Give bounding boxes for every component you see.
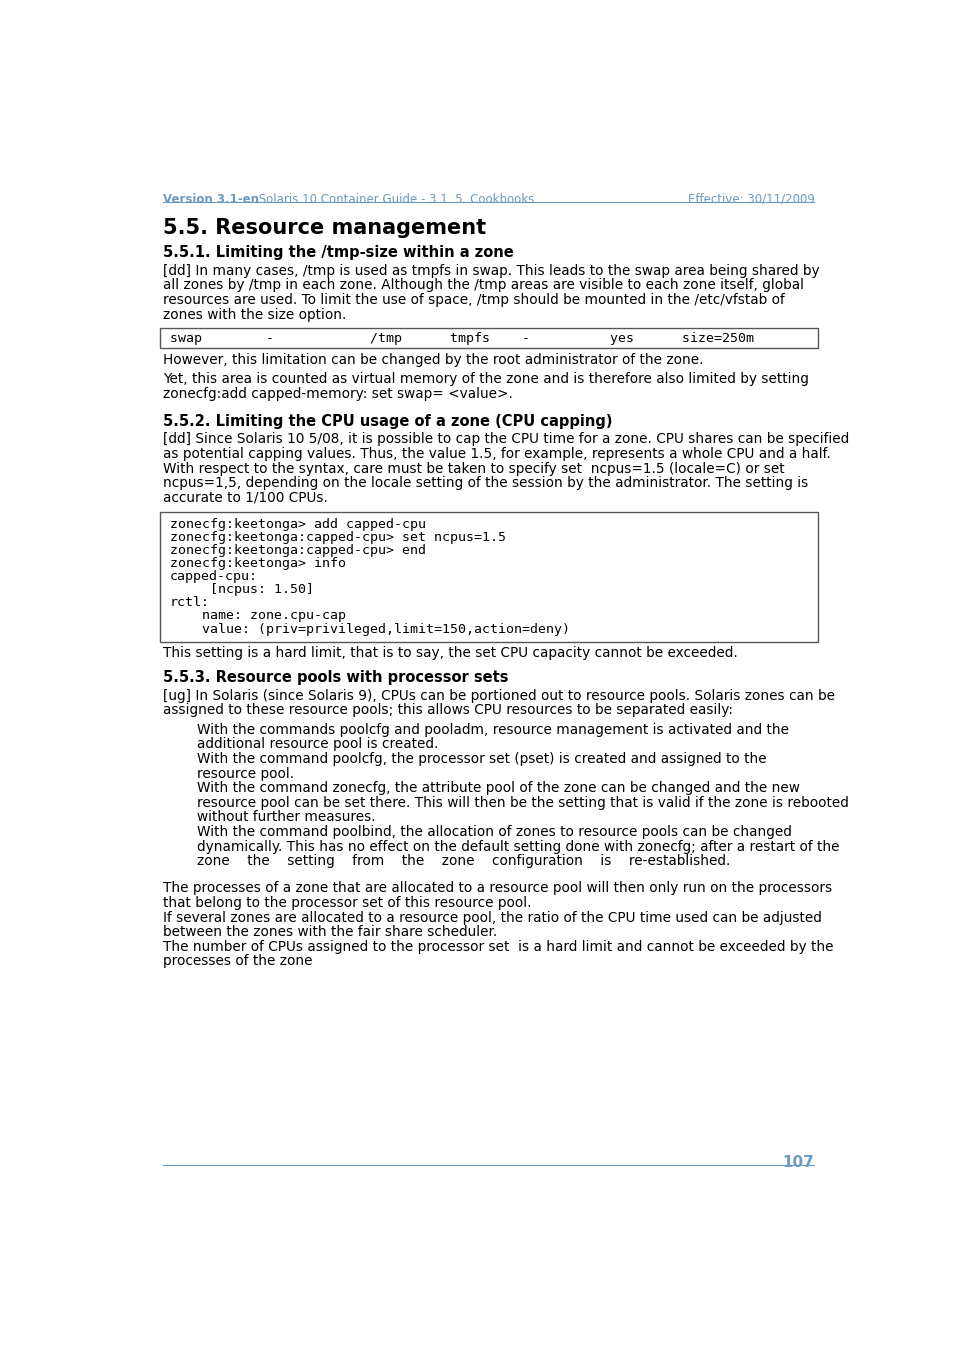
Text: [ug] In Solaris (since Solaris 9), CPUs can be portioned out to resource pools. : [ug] In Solaris (since Solaris 9), CPUs … bbox=[163, 689, 835, 703]
Text: as potential capping values. Thus, the value 1.5, for example, represents a whol: as potential capping values. Thus, the v… bbox=[163, 447, 830, 461]
Text: Yet, this area is counted as virtual memory of the zone and is therefore also li: Yet, this area is counted as virtual mem… bbox=[163, 373, 808, 386]
Bar bbox=[159, 512, 818, 642]
Text: With the commands poolcfg and pooladm, resource management is activated and the: With the commands poolcfg and pooladm, r… bbox=[196, 723, 788, 736]
Text: With respect to the syntax, care must be taken to specify set  ncpus=1.5 (locale: With respect to the syntax, care must be… bbox=[163, 462, 784, 476]
Text: resource pool can be set there. This will then be the setting that is valid if t: resource pool can be set there. This wil… bbox=[196, 796, 848, 809]
Text: capped-cpu:: capped-cpu: bbox=[170, 570, 257, 584]
Bar bbox=[159, 328, 818, 349]
Text: zonecfg:keetonga> add capped-cpu: zonecfg:keetonga> add capped-cpu bbox=[170, 517, 425, 531]
Text: However, this limitation can be changed by the root administrator of the zone.: However, this limitation can be changed … bbox=[163, 353, 703, 367]
Text: With the command poolbind, the allocation of zones to resource pools can be chan: With the command poolbind, the allocatio… bbox=[196, 825, 791, 839]
Text: ncpus=1,5, depending on the locale setting of the session by the administrator. : ncpus=1,5, depending on the locale setti… bbox=[163, 477, 808, 490]
Text: resources are used. To limit the use of space, /tmp should be mounted in the /et: resources are used. To limit the use of … bbox=[163, 293, 784, 307]
Text: Version 3.1-en: Version 3.1-en bbox=[163, 193, 259, 205]
Text: rctl:: rctl: bbox=[170, 596, 210, 609]
Text: 5.5.2. Limiting the CPU usage of a zone (CPU capping): 5.5.2. Limiting the CPU usage of a zone … bbox=[163, 413, 612, 428]
Text: With the command zonecfg, the attribute pool of the zone can be changed and the : With the command zonecfg, the attribute … bbox=[196, 781, 799, 796]
Text: assigned to these resource pools; this allows CPU resources to be separated easi: assigned to these resource pools; this a… bbox=[163, 704, 733, 717]
Text: Effective: 30/11/2009: Effective: 30/11/2009 bbox=[687, 193, 814, 205]
Text: swap        -            /tmp      tmpfs    -          yes      size=250m: swap - /tmp tmpfs - yes size=250m bbox=[170, 331, 753, 345]
Text: 5.5. Resource management: 5.5. Resource management bbox=[163, 218, 486, 238]
Text: between the zones with the fair share scheduler.: between the zones with the fair share sc… bbox=[163, 925, 497, 939]
Text: If several zones are allocated to a resource pool, the ratio of the CPU time use: If several zones are allocated to a reso… bbox=[163, 911, 821, 924]
Text: resource pool.: resource pool. bbox=[196, 766, 294, 781]
Text: 5.5.1. Limiting the /tmp-size within a zone: 5.5.1. Limiting the /tmp-size within a z… bbox=[163, 246, 514, 261]
Text: additional resource pool is created.: additional resource pool is created. bbox=[196, 738, 437, 751]
Text: zonecfg:keetonga:capped-cpu> end: zonecfg:keetonga:capped-cpu> end bbox=[170, 544, 425, 557]
Text: With the command poolcfg, the processor set (pset) is created and assigned to th: With the command poolcfg, the processor … bbox=[196, 753, 765, 766]
Text: zonecfg:add capped-memory: set swap= <value>.: zonecfg:add capped-memory: set swap= <va… bbox=[163, 386, 513, 401]
Text: dynamically. This has no effect on the default setting done with zonecfg; after : dynamically. This has no effect on the d… bbox=[196, 840, 839, 854]
Text: name: zone.cpu-cap: name: zone.cpu-cap bbox=[170, 609, 345, 623]
Text: 5.5.3. Resource pools with processor sets: 5.5.3. Resource pools with processor set… bbox=[163, 670, 508, 685]
Text: zonecfg:keetonga:capped-cpu> set ncpus=1.5: zonecfg:keetonga:capped-cpu> set ncpus=1… bbox=[170, 531, 505, 544]
Text: [dd] In many cases, /tmp is used as tmpfs in swap. This leads to the swap area b: [dd] In many cases, /tmp is used as tmpf… bbox=[163, 263, 820, 278]
Text: zonecfg:keetonga> info: zonecfg:keetonga> info bbox=[170, 557, 345, 570]
Text: [ncpus: 1.50]: [ncpus: 1.50] bbox=[170, 584, 314, 596]
Text: zone    the    setting    from    the    zone    configuration    is    re-estab: zone the setting from the zone configura… bbox=[196, 854, 729, 869]
Text: accurate to 1/100 CPUs.: accurate to 1/100 CPUs. bbox=[163, 490, 328, 505]
Text: all zones by /tmp in each zone. Although the /tmp areas are visible to each zone: all zones by /tmp in each zone. Although… bbox=[163, 278, 803, 292]
Text: 107: 107 bbox=[781, 1155, 814, 1170]
Text: processes of the zone: processes of the zone bbox=[163, 954, 313, 969]
Text: This setting is a hard limit, that is to say, the set CPU capacity cannot be exc: This setting is a hard limit, that is to… bbox=[163, 646, 738, 661]
Text: Solaris 10 Container Guide - 3.1  5. Cookbooks: Solaris 10 Container Guide - 3.1 5. Cook… bbox=[254, 193, 534, 205]
Text: [dd] Since Solaris 10 5/08, it is possible to cap the CPU time for a zone. CPU s: [dd] Since Solaris 10 5/08, it is possib… bbox=[163, 432, 849, 446]
Text: zones with the size option.: zones with the size option. bbox=[163, 308, 347, 322]
Text: The processes of a zone that are allocated to a resource pool will then only run: The processes of a zone that are allocat… bbox=[163, 881, 832, 896]
Text: without further measures.: without further measures. bbox=[196, 811, 375, 824]
Text: value: (priv=privileged,limit=150,action=deny): value: (priv=privileged,limit=150,action… bbox=[170, 623, 569, 635]
Text: The number of CPUs assigned to the processor set  is a hard limit and cannot be : The number of CPUs assigned to the proce… bbox=[163, 940, 833, 954]
Text: that belong to the processor set of this resource pool.: that belong to the processor set of this… bbox=[163, 896, 532, 911]
